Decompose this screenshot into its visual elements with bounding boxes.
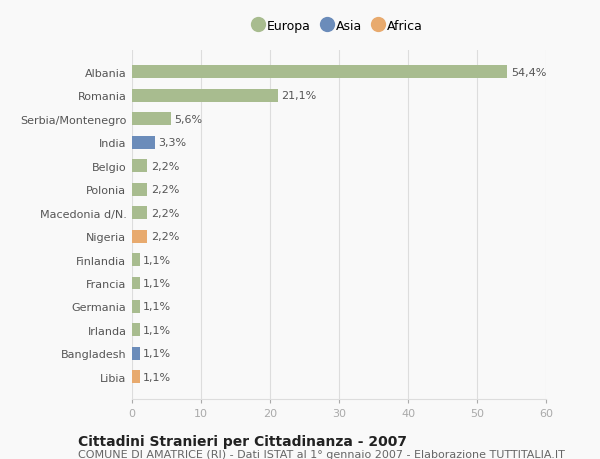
Bar [132, 230, 147, 243]
Text: Cittadini Stranieri per Cittadinanza - 2007: Cittadini Stranieri per Cittadinanza - 2… [78, 434, 407, 448]
Bar [132, 207, 147, 220]
Text: COMUNE DI AMATRICE (RI) - Dati ISTAT al 1° gennaio 2007 - Elaborazione TUTTITALI: COMUNE DI AMATRICE (RI) - Dati ISTAT al … [78, 449, 565, 459]
Bar [132, 90, 278, 103]
Text: 5,6%: 5,6% [174, 115, 202, 124]
Text: 1,1%: 1,1% [143, 279, 171, 288]
Text: 1,1%: 1,1% [143, 302, 171, 312]
Text: 1,1%: 1,1% [143, 372, 171, 382]
Bar [132, 253, 140, 267]
Bar [132, 160, 147, 173]
Text: 2,2%: 2,2% [151, 162, 179, 171]
Text: 1,1%: 1,1% [143, 255, 171, 265]
Text: 54,4%: 54,4% [511, 68, 546, 78]
Text: 3,3%: 3,3% [158, 138, 187, 148]
Legend: Europa, Asia, Africa: Europa, Asia, Africa [250, 15, 428, 38]
Bar [132, 67, 508, 79]
Bar [132, 347, 140, 360]
Bar [132, 370, 140, 383]
Text: 21,1%: 21,1% [281, 91, 316, 101]
Bar [132, 113, 170, 126]
Text: 2,2%: 2,2% [151, 232, 179, 241]
Text: 2,2%: 2,2% [151, 185, 179, 195]
Bar [132, 277, 140, 290]
Text: 1,1%: 1,1% [143, 325, 171, 335]
Bar [132, 183, 147, 196]
Bar [132, 137, 155, 150]
Text: 2,2%: 2,2% [151, 208, 179, 218]
Bar [132, 300, 140, 313]
Bar [132, 324, 140, 336]
Text: 1,1%: 1,1% [143, 349, 171, 358]
